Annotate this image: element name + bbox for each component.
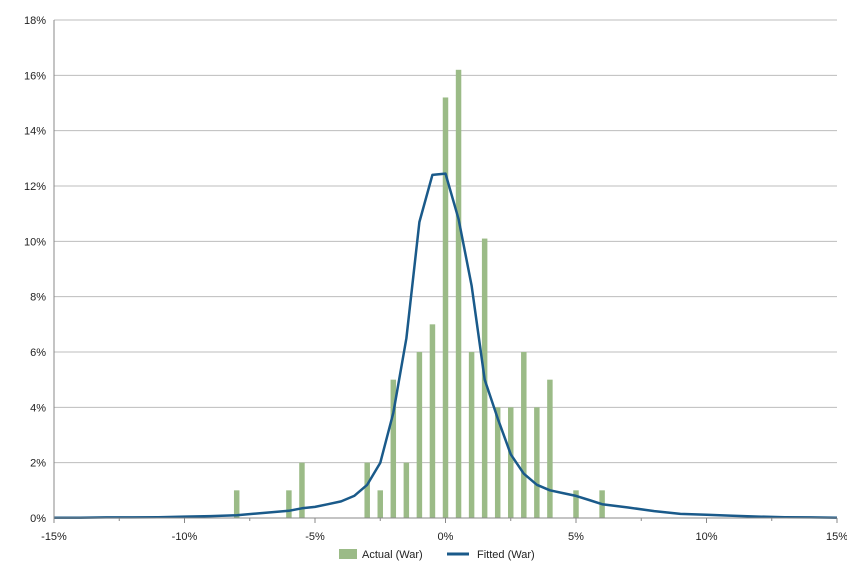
bar-actual [364,462,370,518]
x-tick-label: -10% [172,531,198,543]
bar-actual [403,462,410,518]
line-fitted [54,172,838,519]
bar-actual [534,407,540,518]
bar-actual [429,324,436,518]
x-tick-label: 15% [826,531,847,543]
bar-actual [455,69,462,519]
y-tick-label: 6% [30,347,46,359]
bar-actual [468,352,475,518]
x-tick-label: 0% [438,531,454,543]
bar-actual [547,379,553,518]
bar-actual [521,352,527,518]
bar-actual [573,490,579,518]
legend: Actual (War) Fitted (War) [339,549,535,561]
bar-actual [377,490,383,518]
legend-swatch-actual [339,549,357,559]
x-axis-ticks: -15% -10% -5% 0% 5% 10% 15% [41,518,847,543]
x-tick-label: 10% [695,531,717,543]
bar-actual [508,407,514,518]
y-tick-label: 8% [30,292,46,304]
x-tick-label: 5% [568,531,584,543]
x-tick-label: -15% [41,531,67,543]
y-tick-label: 14% [24,126,46,138]
bar-actual [299,462,305,518]
bar-series-actual [233,69,605,519]
bar-actual [442,97,449,518]
y-tick-label: 10% [24,236,46,248]
x-tick-label: -5% [305,531,325,543]
y-tick-label: 18% [24,15,46,27]
y-tick-label: 4% [30,402,46,414]
y-tick-label: 16% [24,70,46,82]
y-tick-label: 0% [30,513,46,525]
legend-label-actual: Actual (War) [362,549,423,561]
line-series-fitted [54,172,838,519]
bar-actual [390,379,397,518]
bar-actual [494,407,501,518]
legend-label-fitted: Fitted (War) [477,549,535,561]
y-tick-label: 2% [30,458,46,470]
y-axis-ticks: 0% 2% 4% 6% 8% 10% 12% 14% 16% 18% [24,15,46,525]
bar-actual [416,352,423,518]
bar-actual [233,490,240,518]
bar-actual [286,490,292,518]
y-tick-label: 12% [24,181,46,193]
